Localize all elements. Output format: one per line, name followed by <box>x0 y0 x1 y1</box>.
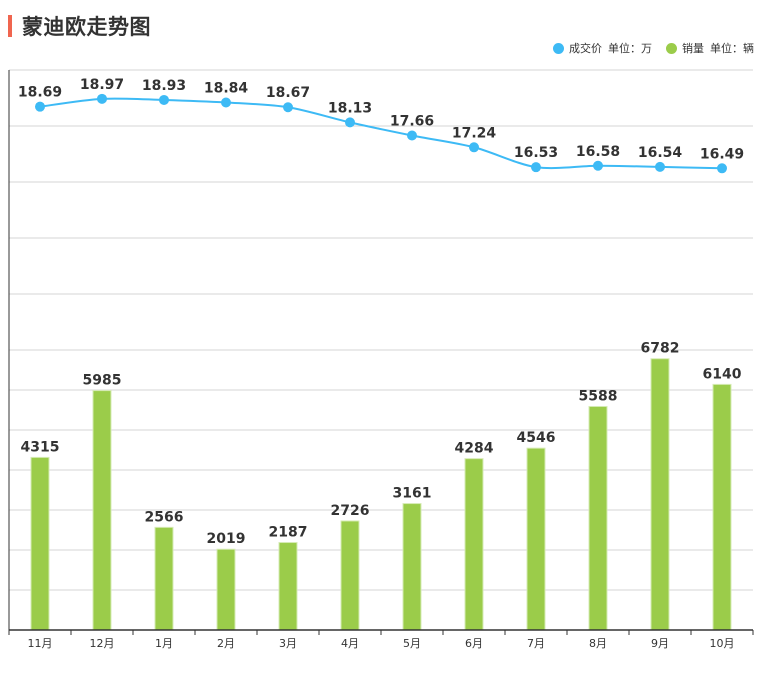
bar-sales-2[interactable] <box>154 526 174 631</box>
circle-dot-icon <box>553 42 564 54</box>
line-data-label: 17.24 <box>452 125 497 141</box>
line-data-label: 18.84 <box>204 80 249 96</box>
bar-data-label: 6140 <box>703 366 742 382</box>
x-tick-label: 4月 <box>341 637 359 650</box>
line-data-label: 18.93 <box>142 78 186 94</box>
price-point-3[interactable] <box>221 97 231 108</box>
bar-data-label: 4284 <box>455 441 494 457</box>
x-tick-label: 1月 <box>155 637 173 650</box>
x-tick-label: 10月 <box>710 637 735 650</box>
price-point-5[interactable] <box>345 117 355 128</box>
line-series-price <box>35 93 727 174</box>
x-tick-label: 12月 <box>90 637 115 650</box>
bar-data-label: 4315 <box>21 439 60 455</box>
title-accent-bar <box>8 15 12 37</box>
price-point-11[interactable] <box>717 163 727 174</box>
bar-data-label: 4546 <box>517 430 556 446</box>
x-tick-label: 11月 <box>28 637 53 650</box>
x-tick-label: 3月 <box>279 637 297 650</box>
bar-sales-0[interactable] <box>30 456 50 631</box>
legend: 成交价 单位：万 销量 单位：辆 <box>539 40 754 56</box>
line-data-label: 16.53 <box>514 145 558 161</box>
line-data-label: 18.97 <box>80 77 124 93</box>
data-labels: 4315 5985 2566 2019 2187 2726 3161 4284 4546 5588… <box>18 77 744 547</box>
price-point-9[interactable] <box>593 160 603 171</box>
price-point-4[interactable] <box>283 102 293 113</box>
legend-label-sales: 销量 <box>682 42 704 55</box>
line-data-label: 18.67 <box>266 85 310 101</box>
legend-unit-price: 单位：万 <box>608 42 652 55</box>
circle-dot-icon <box>666 42 677 54</box>
x-tick-label: 5月 <box>403 637 421 650</box>
line-data-label: 16.54 <box>638 145 683 161</box>
bar-sales-5[interactable] <box>340 520 360 631</box>
bar-sales-7[interactable] <box>464 458 484 631</box>
legend-label-price: 成交价 <box>569 42 602 55</box>
axes: 11月 12月 1月 2月 3月 4月 5月 6月 7月 8月 9月 10月 <box>8 70 754 650</box>
price-point-8[interactable] <box>531 162 541 173</box>
bar-data-label: 2019 <box>207 531 246 547</box>
price-point-2[interactable] <box>159 94 169 105</box>
bar-sales-4[interactable] <box>278 542 298 631</box>
line-data-label: 17.66 <box>390 114 434 130</box>
price-point-1[interactable] <box>97 93 107 104</box>
x-tick-label: 7月 <box>527 637 545 650</box>
bar-sales-6[interactable] <box>402 503 422 631</box>
bar-sales-8[interactable] <box>526 447 546 631</box>
line-data-label: 18.69 <box>18 85 62 101</box>
bar-data-label: 5588 <box>579 388 618 404</box>
legend-unit-sales: 单位：辆 <box>710 42 754 55</box>
gridlines <box>9 69 753 591</box>
bar-sales-10[interactable] <box>650 358 670 631</box>
bar-sales-1[interactable] <box>92 390 112 631</box>
bar-data-label: 2726 <box>331 503 370 519</box>
price-point-7[interactable] <box>469 142 479 153</box>
bar-sales-11[interactable] <box>712 383 732 631</box>
bar-series-sales <box>30 358 732 631</box>
legend-item-sales[interactable]: 销量 单位：辆 <box>666 40 754 56</box>
x-tick-label: 6月 <box>465 637 483 650</box>
line-data-label: 16.58 <box>576 144 620 160</box>
price-point-0[interactable] <box>35 101 45 112</box>
bar-data-label: 5985 <box>83 373 122 389</box>
x-tick-label: 8月 <box>589 637 607 650</box>
line-data-label: 16.49 <box>700 146 744 162</box>
bar-data-label: 2187 <box>269 525 308 541</box>
price-point-6[interactable] <box>407 130 417 141</box>
bar-data-label: 2566 <box>145 509 184 525</box>
bar-data-label: 3161 <box>393 486 432 502</box>
bar-data-label: 6782 <box>641 341 680 357</box>
bar-sales-3[interactable] <box>216 548 236 631</box>
bar-sales-9[interactable] <box>588 405 608 631</box>
legend-item-price[interactable]: 成交价 单位：万 <box>553 40 652 56</box>
x-tick-label: 2月 <box>217 637 235 650</box>
chart-title: 蒙迪欧走势图 <box>22 15 151 39</box>
price-point-10[interactable] <box>655 161 665 172</box>
x-tick-label: 9月 <box>651 637 669 650</box>
line-data-label: 18.13 <box>328 100 372 116</box>
